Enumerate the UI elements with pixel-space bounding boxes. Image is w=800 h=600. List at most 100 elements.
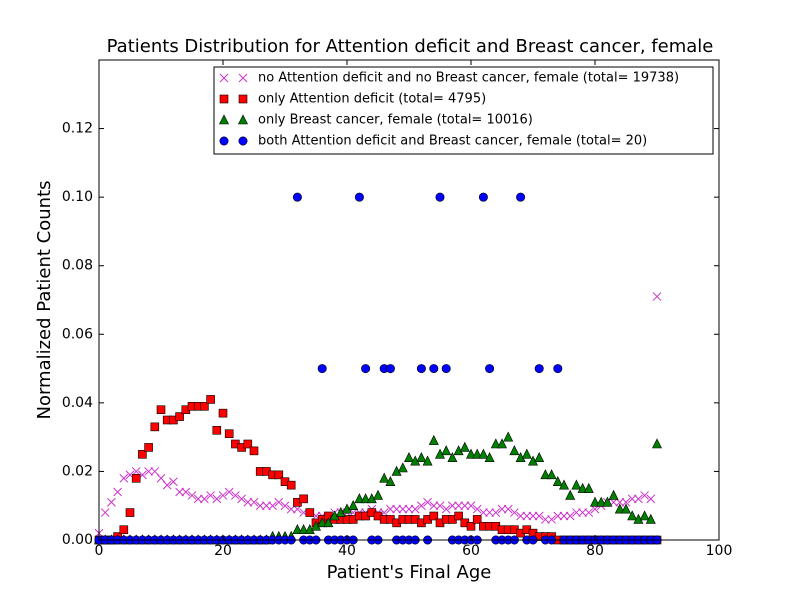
marker-x [262, 501, 271, 511]
marker-x [181, 487, 191, 497]
marker-x [460, 501, 470, 511]
marker-triangle [645, 513, 656, 524]
marker-x [224, 487, 234, 497]
marker-x [553, 511, 563, 521]
marker-x [187, 491, 197, 500]
marker-x [100, 508, 110, 517]
marker-triangle [621, 503, 631, 514]
marker-triangle [466, 448, 476, 459]
marker-x [386, 504, 395, 514]
marker-x [107, 497, 116, 507]
marker-circle [354, 192, 364, 202]
marker-square [131, 473, 141, 483]
marker-triangle [416, 452, 427, 463]
marker-x [565, 511, 575, 521]
marker-triangle [565, 489, 576, 500]
marker-x [274, 497, 284, 507]
marker-triangle [602, 496, 613, 507]
legend-label: only Attention deficit (total= 4795) [258, 92, 486, 107]
marker-triangle [639, 510, 650, 521]
x-tick-label: 80 [586, 543, 604, 559]
marker-triangle [490, 438, 501, 449]
marker-square [299, 494, 308, 504]
marker-circle [478, 192, 488, 202]
y-tick-label: 0.06 [62, 326, 93, 342]
marker-x [435, 501, 445, 511]
marker-x [627, 494, 637, 504]
marker-triangle [608, 489, 619, 500]
y-axis-label: Normalized Patient Counts [34, 180, 55, 419]
marker-triangle [373, 489, 383, 500]
marker-x [200, 494, 209, 504]
marker-x [646, 494, 656, 504]
x-axis-label: Patient's Final Age [327, 562, 492, 583]
marker-triangle [459, 441, 470, 452]
legend-box [213, 66, 714, 155]
marker-triangle [534, 452, 545, 463]
marker-triangle [540, 469, 551, 480]
marker-circle [435, 192, 445, 202]
marker-triangle [627, 510, 638, 521]
marker-x [206, 491, 215, 500]
marker-x [162, 480, 172, 490]
marker-triangle [292, 524, 303, 535]
marker-triangle [652, 438, 662, 449]
x-tick-label: 40 [338, 543, 356, 559]
marker-triangle [472, 448, 483, 459]
marker-circle [361, 364, 371, 374]
marker-x [392, 504, 401, 514]
marker-circle [553, 364, 563, 374]
marker-x [559, 511, 569, 521]
marker-x [169, 477, 178, 487]
y-tick-label: 0.10 [62, 189, 93, 205]
marker-x [212, 494, 222, 504]
marker-x [280, 501, 290, 511]
marker-x [547, 515, 556, 524]
marker-x [497, 504, 507, 514]
x-tick-label: 60 [462, 543, 480, 559]
marker-x [193, 494, 203, 504]
marker-triangle [422, 455, 433, 466]
marker-x [249, 497, 259, 507]
marker-x [410, 504, 420, 514]
marker-square [138, 449, 147, 459]
marker-triangle [428, 434, 439, 445]
marker-triangle [317, 517, 328, 528]
marker-square [274, 470, 284, 480]
marker-x [404, 504, 414, 514]
marker-triangle [546, 469, 557, 480]
marker-x [634, 494, 643, 504]
marker-x [237, 494, 246, 504]
marker-triangle [397, 462, 408, 473]
marker-x [243, 497, 253, 507]
marker-x [621, 497, 631, 507]
marker-circle [429, 364, 439, 374]
marker-triangle [559, 479, 569, 490]
marker-triangle [552, 476, 563, 487]
marker-x [398, 504, 408, 514]
marker-x [219, 73, 229, 83]
marker-square [119, 525, 129, 535]
marker-x [255, 501, 265, 511]
marker-x [584, 508, 594, 517]
marker-x [522, 511, 532, 521]
series [94, 292, 662, 538]
marker-circle [416, 364, 426, 374]
marker-x [175, 487, 184, 497]
marker-triangle [577, 482, 588, 493]
marker-circle [219, 136, 229, 146]
marker-triangle [298, 524, 309, 535]
marker-x [268, 501, 277, 511]
marker-square [156, 405, 166, 415]
marker-circle [238, 136, 248, 146]
marker-x [578, 508, 587, 517]
marker-triangle [323, 517, 334, 528]
y-tick-label: 0.04 [62, 395, 93, 411]
marker-x [472, 504, 482, 514]
legend-label: both Attention deficit and Breast cancer… [258, 134, 647, 149]
marker-x [119, 473, 129, 483]
marker-x [144, 467, 153, 476]
marker-triangle [478, 448, 489, 459]
